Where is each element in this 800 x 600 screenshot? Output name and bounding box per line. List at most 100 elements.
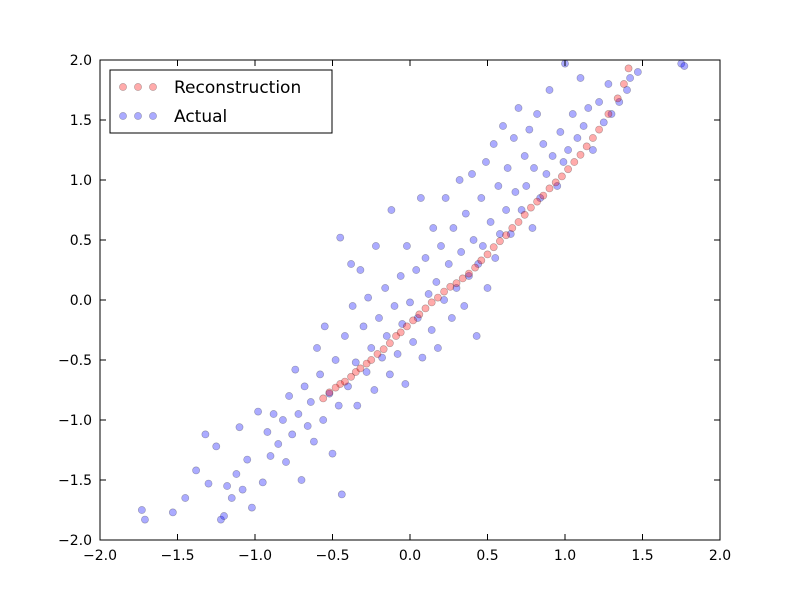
data-point-actual — [506, 230, 515, 238]
data-point-actual — [381, 284, 390, 292]
data-point-actual — [371, 242, 380, 250]
data-point-actual — [325, 389, 334, 398]
data-point-actual — [303, 422, 312, 430]
data-point-actual — [375, 314, 383, 322]
data-point-actual — [494, 182, 503, 190]
data-point-actual — [351, 358, 360, 367]
data-point-actual — [362, 368, 371, 376]
data-point-actual — [220, 512, 228, 520]
data-point-actual — [316, 370, 324, 379]
data-point-actual — [340, 332, 349, 340]
data-point-actual — [418, 353, 427, 362]
data-point-actual — [536, 194, 545, 202]
data-point-actual — [460, 302, 469, 310]
data-point-reconstruction — [427, 298, 436, 307]
data-point-reconstruction — [604, 110, 613, 118]
data-point-actual — [604, 80, 613, 88]
data-point-actual — [390, 302, 399, 310]
x-tick-label: 0.5 — [476, 548, 498, 564]
legend-marker — [119, 83, 127, 91]
data-point-reconstruction — [564, 165, 572, 174]
data-point-actual — [232, 470, 241, 478]
data-point-reconstruction — [495, 237, 504, 246]
data-point-reconstruction — [433, 293, 442, 302]
data-point-reconstruction — [409, 316, 417, 325]
data-point-actual — [573, 134, 582, 142]
data-point-actual — [393, 350, 402, 358]
data-point-actual — [680, 62, 689, 70]
data-point-reconstruction — [483, 250, 492, 259]
data-point-actual — [297, 476, 306, 484]
data-point-actual — [615, 98, 624, 106]
data-point-actual — [402, 242, 411, 250]
data-point-actual — [406, 298, 414, 307]
data-point-actual — [382, 332, 391, 340]
data-point-actual — [216, 515, 225, 524]
data-point-actual — [331, 356, 340, 364]
x-tick-label: −1.5 — [161, 548, 195, 564]
data-point-reconstruction — [582, 142, 591, 151]
data-point-actual — [348, 302, 357, 310]
data-point-reconstruction — [533, 197, 541, 206]
data-point-actual — [294, 410, 303, 418]
data-point-actual — [336, 233, 345, 242]
data-point-actual — [579, 122, 588, 130]
data-point-reconstruction — [347, 372, 355, 381]
data-point-actual — [503, 164, 512, 172]
data-point-reconstruction — [446, 282, 455, 291]
data-point-actual — [464, 272, 473, 280]
y-tick-label: 2.0 — [70, 53, 92, 69]
data-point-reconstruction — [464, 269, 473, 278]
x-tick-label: −1.0 — [238, 548, 272, 564]
y-tick-label: 0.0 — [70, 293, 92, 309]
data-point-actual — [589, 146, 597, 154]
data-point-reconstruction — [319, 394, 328, 403]
data-point-actual — [223, 482, 231, 490]
data-point-actual — [238, 485, 247, 494]
data-point-actual — [455, 176, 464, 184]
legend-entries: Reconstruction Actual — [119, 78, 301, 127]
data-point-reconstruction — [539, 191, 548, 200]
data-point-reconstruction — [508, 224, 517, 232]
data-point-actual — [483, 284, 492, 292]
data-point-actual — [447, 314, 456, 322]
data-point-reconstruction — [558, 172, 566, 181]
data-point-reconstruction — [502, 231, 510, 240]
tick-layer: −2.0 −1.5 −1.0 −0.5 0.0 0.5 1.0 1.5 2.0 −2.0 −1.5 −… — [58, 53, 731, 564]
data-point-actual — [491, 254, 500, 262]
data-point-actual — [364, 293, 373, 302]
data-point-actual — [528, 224, 537, 232]
data-point-actual — [367, 344, 376, 352]
data-point-reconstruction — [340, 377, 349, 386]
data-point-reconstruction — [331, 383, 340, 392]
data-point-actual — [137, 506, 146, 514]
data-point-reconstruction — [392, 332, 400, 340]
data-point-actual — [607, 110, 616, 118]
data-point-actual — [412, 266, 421, 274]
data-point-reconstruction — [385, 339, 394, 348]
data-point-reconstruction — [570, 158, 579, 166]
y-tick-label: 0.5 — [70, 233, 92, 249]
x-tick-label: 2.0 — [709, 548, 731, 564]
data-point-actual — [556, 128, 565, 136]
data-point-actual — [522, 182, 531, 190]
data-point-actual — [468, 170, 476, 178]
data-point-actual — [204, 479, 213, 488]
data-point-reconstruction — [527, 203, 535, 212]
legend-label: Actual — [174, 107, 227, 127]
data-point-actual — [285, 392, 293, 400]
legend-marker — [149, 112, 157, 120]
data-point-actual — [461, 209, 470, 218]
legend-marker — [149, 83, 157, 91]
data-point-actual — [530, 164, 538, 172]
data-point-actual — [416, 194, 425, 202]
data-point-actual — [489, 140, 498, 148]
data-point-actual — [334, 401, 343, 410]
data-point-actual — [254, 407, 262, 416]
data-point-reconstruction — [421, 304, 430, 313]
data-point-actual — [449, 224, 458, 232]
data-point-actual — [212, 442, 221, 451]
data-point-reconstruction — [440, 287, 448, 296]
data-point-actual — [564, 146, 572, 154]
data-point-actual — [533, 110, 541, 118]
